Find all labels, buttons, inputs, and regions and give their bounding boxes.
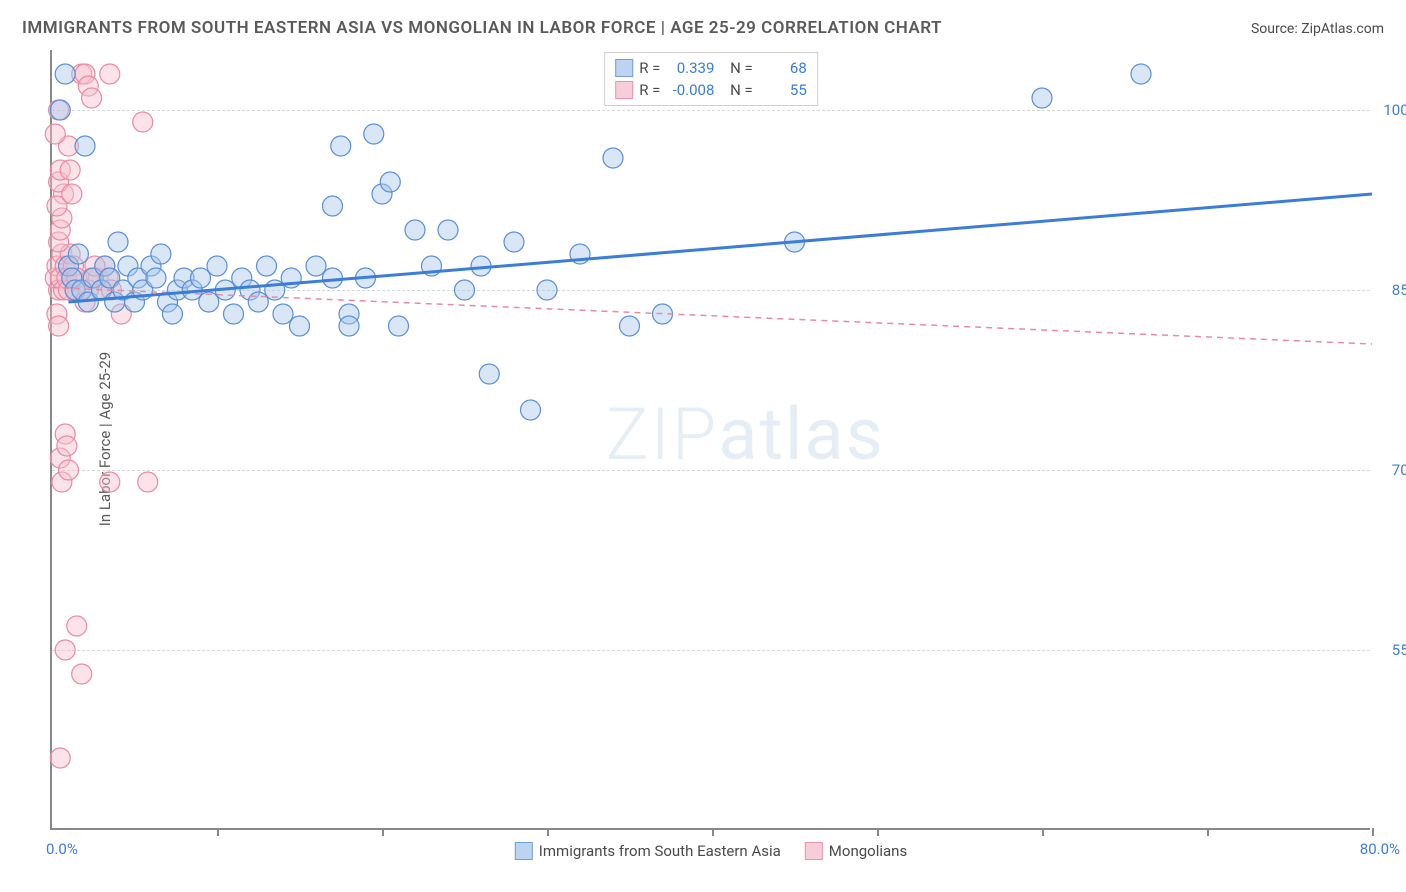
scatter-point	[1131, 64, 1151, 84]
scatter-point	[405, 220, 425, 240]
legend-stats-row-0: R = 0.339 N = 68	[615, 57, 807, 79]
x-tick	[547, 828, 549, 836]
chart-plot-area: In Labor Force | Age 25-29 100.0%85.0%70…	[50, 50, 1370, 830]
y-tick-label: 70.0%	[1376, 461, 1406, 479]
scatter-point	[133, 112, 153, 132]
legend-swatch-1	[615, 81, 633, 99]
scatter-point	[207, 256, 227, 276]
trend-line	[52, 288, 1372, 344]
scatter-point	[537, 280, 557, 300]
legend-bottom-swatch-1	[805, 842, 823, 860]
x-tick	[1372, 828, 1374, 836]
scatter-point	[331, 136, 351, 156]
scatter-point	[75, 136, 95, 156]
scatter-point	[323, 196, 343, 216]
n-label: N =	[730, 57, 753, 79]
legend-bottom-label-0: Immigrants from South Eastern Asia	[539, 842, 781, 860]
scatter-point	[603, 148, 623, 168]
y-tick-label: 100.0%	[1376, 101, 1406, 119]
scatter-point	[273, 304, 293, 324]
legend-bottom-label-1: Mongolians	[829, 842, 907, 860]
legend-stats: R = 0.339 N = 68 R = -0.008 N = 55	[604, 52, 818, 106]
scatter-point	[67, 616, 87, 636]
trend-line	[69, 194, 1373, 302]
scatter-point	[248, 292, 268, 312]
scatter-point	[57, 436, 77, 456]
scatter-point	[62, 184, 82, 204]
legend-series: Immigrants from South Eastern Asia Mongo…	[515, 842, 907, 860]
scatter-point	[191, 268, 211, 288]
r-value-0: 0.339	[666, 57, 714, 79]
x-tick	[1042, 828, 1044, 836]
scatter-point	[504, 232, 524, 252]
scatter-point	[438, 220, 458, 240]
legend-swatch-0	[615, 59, 633, 77]
scatter-point	[59, 460, 79, 480]
scatter-point	[45, 124, 65, 144]
x-tick	[877, 828, 879, 836]
source-label: Source: ZipAtlas.com	[1251, 21, 1384, 37]
x-tick	[1207, 828, 1209, 836]
scatter-point	[521, 400, 541, 420]
scatter-point	[55, 640, 75, 660]
x-axis-max-label: 80.0%	[1360, 840, 1400, 858]
n-value-0: 68	[759, 57, 807, 79]
r-value-1: -0.008	[666, 79, 714, 101]
y-tick-label: 55.0%	[1376, 641, 1406, 659]
scatter-point	[339, 316, 359, 336]
legend-item-0: Immigrants from South Eastern Asia	[515, 842, 781, 860]
scatter-point	[290, 316, 310, 336]
scatter-point	[306, 256, 326, 276]
scatter-point	[138, 472, 158, 492]
legend-stats-row-1: R = -0.008 N = 55	[615, 79, 807, 101]
scatter-point	[1032, 88, 1052, 108]
scatter-point	[364, 124, 384, 144]
scatter-point	[257, 256, 277, 276]
scatter-point	[146, 268, 166, 288]
r-label: R =	[639, 57, 660, 79]
scatter-point	[380, 172, 400, 192]
scatter-point	[100, 64, 120, 84]
scatter-point	[82, 88, 102, 108]
scatter-point	[389, 316, 409, 336]
n-label: N =	[730, 79, 753, 101]
scatter-point	[100, 472, 120, 492]
chart-svg	[52, 50, 1370, 828]
r-label: R =	[639, 79, 660, 101]
page-title: IMMIGRANTS FROM SOUTH EASTERN ASIA VS MO…	[22, 18, 942, 38]
scatter-point	[50, 748, 70, 768]
x-axis-min-label: 0.0%	[46, 840, 78, 858]
scatter-point	[60, 160, 80, 180]
x-tick	[382, 828, 384, 836]
scatter-point	[151, 244, 171, 264]
n-value-1: 55	[759, 79, 807, 101]
scatter-point	[479, 364, 499, 384]
scatter-point	[50, 100, 70, 120]
scatter-point	[620, 316, 640, 336]
x-tick	[217, 828, 219, 836]
x-tick	[712, 828, 714, 836]
scatter-point	[455, 280, 475, 300]
legend-item-1: Mongolians	[805, 842, 907, 860]
scatter-point	[68, 244, 88, 264]
legend-bottom-swatch-0	[515, 842, 533, 860]
scatter-point	[323, 268, 343, 288]
y-tick-label: 85.0%	[1376, 281, 1406, 299]
scatter-point	[224, 304, 244, 324]
scatter-point	[162, 304, 182, 324]
scatter-point	[49, 316, 69, 336]
scatter-point	[55, 64, 75, 84]
scatter-point	[108, 232, 128, 252]
scatter-point	[72, 664, 92, 684]
